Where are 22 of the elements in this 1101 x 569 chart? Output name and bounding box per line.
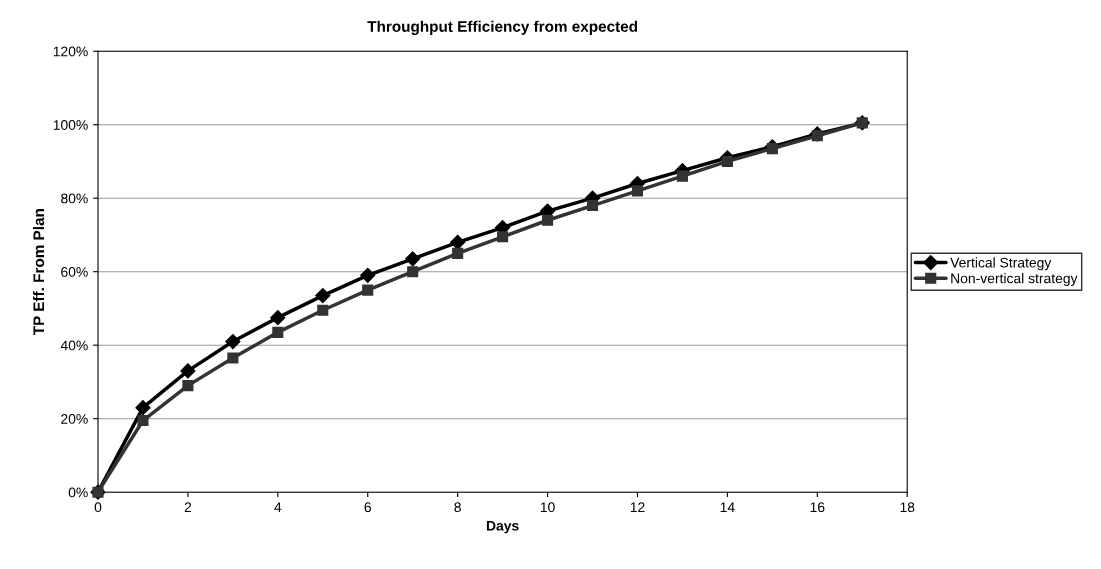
x-tick-label: 12 (630, 502, 645, 512)
y-tick-label: 0% (68, 487, 88, 498)
x-tick-label: 0 (94, 502, 102, 513)
y-tick-label: 80% (61, 193, 88, 204)
x-tick-label: 6 (364, 502, 371, 513)
y-tick-label: 100% (53, 120, 88, 130)
y-tick-label: 120% (53, 46, 88, 57)
x-tick-label: 18 (900, 502, 915, 513)
x-tick-label: 2 (184, 502, 192, 512)
y-tick-label: 60% (61, 267, 88, 277)
y-tick-label: 40% (60, 340, 88, 351)
legend-label: Non-vertical strategy (951, 273, 1078, 287)
x-axis-title: Days (486, 520, 519, 534)
y-axis-title: TP Eff. From Plan (32, 209, 45, 336)
x-tick-label: 8 (454, 502, 461, 513)
x-tick-label: 4 (274, 502, 282, 512)
legend-label: Vertical Strategy (950, 257, 1052, 271)
x-tick-label: 16 (810, 502, 825, 513)
y-tick-label: 20% (61, 414, 88, 424)
x-tick-label: 10 (540, 502, 555, 513)
x-tick-label: 14 (720, 502, 735, 512)
chart-title: Throughput Efficiency from expected (367, 20, 637, 35)
